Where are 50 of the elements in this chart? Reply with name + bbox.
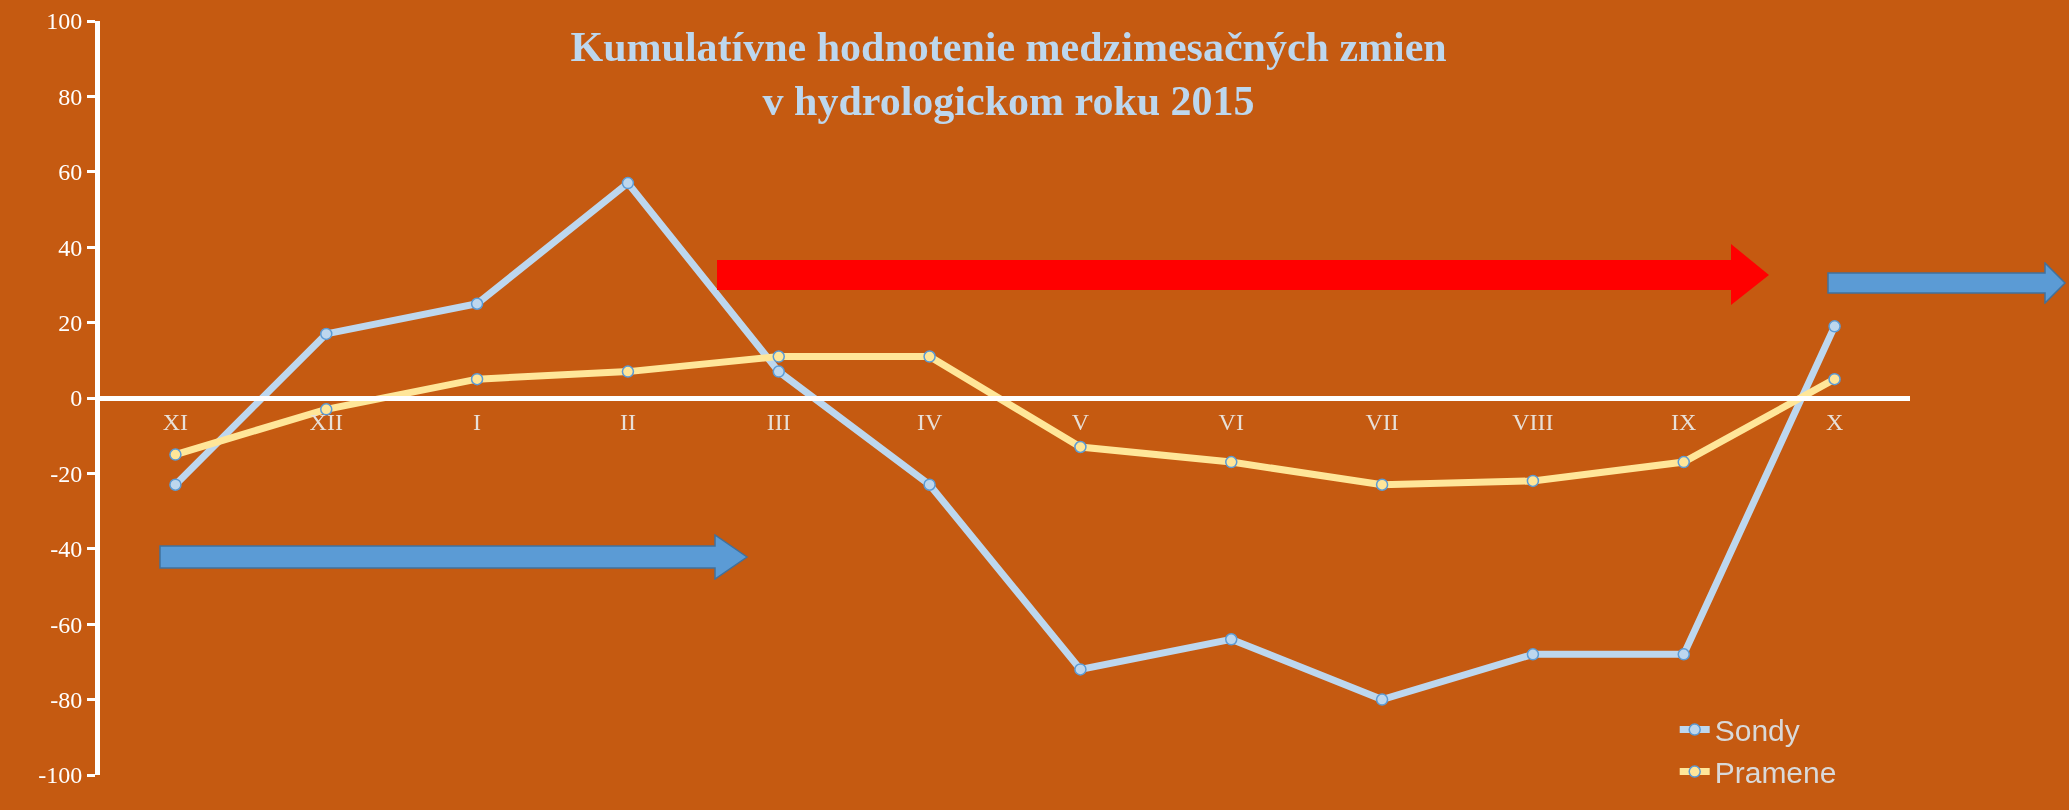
point [1828, 372, 1841, 386]
point [772, 350, 785, 363]
y-tick-label: 80 [58, 83, 83, 110]
text: Kumulatívne hodnotenie medzimesačných zmien v hydrologickom roku 2015 [570, 23, 1447, 125]
point [169, 478, 182, 491]
point [1526, 648, 1540, 661]
point [1526, 474, 1540, 488]
y-tick-label: 0 [70, 385, 83, 412]
x-tick-label: III [766, 408, 791, 435]
point [621, 176, 635, 190]
y-tick-label: 100 [46, 8, 83, 35]
y-tick-label: 40 [58, 234, 83, 261]
x-tick-label: II [619, 408, 636, 435]
y-tick-label: 60 [58, 159, 83, 186]
x-tick-label: V [1071, 408, 1090, 435]
point [320, 403, 333, 416]
point [320, 327, 333, 341]
x-tick-label: IV [916, 408, 943, 435]
point [1225, 455, 1238, 469]
x-tick-label: VI [1218, 408, 1244, 435]
point [1828, 320, 1841, 333]
legend-label: Sondy [1714, 714, 1800, 748]
point [621, 365, 635, 378]
y-tick-label: -60 [50, 611, 83, 638]
point [1375, 478, 1389, 491]
y-tick-label: -20 [50, 460, 83, 487]
point [1677, 455, 1690, 469]
point [1677, 648, 1690, 661]
point [169, 448, 182, 461]
point [1074, 663, 1087, 676]
x-tick-label: XI [162, 408, 189, 435]
x-tick-label: I [473, 408, 482, 435]
x-tick-label: X [1825, 408, 1844, 435]
x-tick-label: VII [1365, 408, 1399, 435]
point [470, 297, 484, 310]
y-tick-label: -40 [50, 536, 83, 563]
point [470, 372, 484, 386]
point [1375, 693, 1389, 706]
point [923, 478, 936, 491]
point [1225, 633, 1238, 646]
point [772, 365, 785, 378]
point [1074, 440, 1087, 454]
y-tick-label: -80 [50, 687, 83, 713]
x-tick-label: IX [1671, 408, 1697, 435]
x-tick-label: VIII [1512, 408, 1554, 435]
y-tick-label: -100 [38, 762, 83, 789]
y-tick-label: 20 [58, 310, 83, 336]
x-tick-label: XII [309, 408, 343, 435]
legend-label: Pramene [1714, 756, 1837, 790]
point [923, 350, 936, 363]
